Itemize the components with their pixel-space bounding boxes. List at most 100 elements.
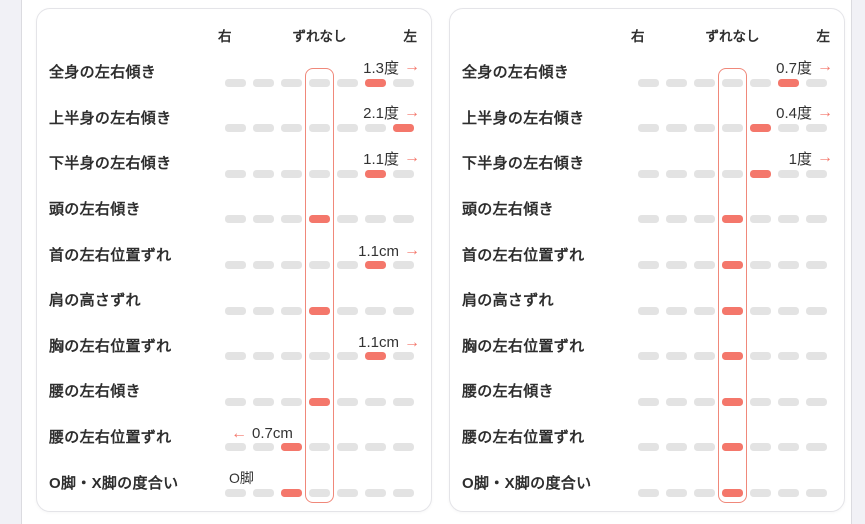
- scale-dash: [309, 488, 330, 497]
- scale-dash: [694, 78, 715, 87]
- measurement-track: [638, 414, 827, 460]
- measurement-row: 胸の左右位置ずれ: [462, 323, 827, 369]
- scale-dash: [806, 397, 827, 406]
- scale-dash: [393, 488, 414, 497]
- deviation-value: 1.1cm: [358, 242, 399, 260]
- measurement-track: 1.1cm →: [225, 323, 420, 369]
- arrow-right-icon: →: [817, 58, 833, 76]
- scale-dash: [365, 443, 386, 452]
- arrow-right-icon: →: [404, 58, 420, 76]
- measurement-label: 下半身の左右傾き: [462, 155, 585, 173]
- measurement-row: 肩の高さずれ: [49, 277, 414, 323]
- scale-dash: [309, 352, 330, 361]
- measurement-rows: 全身の左右傾き 1.3度 → 上半身の左右傾き 2.1度 → 下半身の左右傾き 1.…: [49, 49, 420, 505]
- measurement-label: O脚・X脚の度合い: [49, 474, 179, 492]
- scale-dash: [337, 488, 358, 497]
- measurement-row: 頭の左右傾き: [49, 186, 414, 232]
- scale-header-right: 右: [631, 29, 645, 44]
- scale-dash: [806, 352, 827, 361]
- measurement-track: ← 0.7cm: [225, 414, 414, 460]
- measurement-value: 2.1度 →: [363, 102, 420, 123]
- scale-dash: [337, 443, 358, 452]
- content-area: 右 ずれなし 左 全身の左右傾き 1.3度 → 上半身の左右傾き 2.1度 → 下半…: [21, 0, 852, 524]
- scale-dash: [337, 124, 358, 133]
- scale-dash: [253, 488, 274, 497]
- arrow-right-icon: →: [404, 149, 420, 167]
- scale-dash: [694, 215, 715, 224]
- scale-dash: [750, 397, 771, 406]
- scale-dash: [806, 488, 827, 497]
- scale-header-center: ずれなし: [292, 29, 347, 44]
- measurement-row: 肩の高さずれ: [462, 277, 827, 323]
- scale-dash: [365, 124, 386, 133]
- posture-panel-right: 右 ずれなし 左 全身の左右傾き 0.7度 → 上半身の左右傾き 0.4度 → 下半…: [449, 8, 845, 512]
- scale-dash: [778, 124, 799, 133]
- measurement-row: 全身の左右傾き 1.3度 →: [49, 49, 420, 95]
- deviation-marker: [309, 397, 330, 406]
- scale-dash: [638, 78, 659, 87]
- measurement-row: 首の左右位置ずれ 1.1cm →: [49, 231, 420, 277]
- deviation-scale: [638, 397, 827, 406]
- leg-type-note: O脚: [229, 469, 254, 486]
- value-line: [638, 379, 827, 398]
- scale-dash: [225, 260, 246, 269]
- scale-dash: [309, 78, 330, 87]
- scale-dash: [694, 488, 715, 497]
- deviation-value: 1.3度: [363, 59, 399, 77]
- measurement-label: 胸の左右位置ずれ: [49, 337, 172, 355]
- arrow-right-icon: →: [404, 242, 420, 260]
- deviation-marker: [722, 397, 743, 406]
- measurement-row: O脚・X脚の度合い: [462, 459, 827, 505]
- scale-dash: [281, 397, 302, 406]
- deviation-scale: [638, 260, 827, 269]
- value-line: [225, 288, 414, 307]
- measurement-track: [225, 277, 414, 323]
- measurement-label: 頭の左右傾き: [49, 201, 141, 219]
- measurement-value: 1.1度 →: [363, 148, 420, 169]
- deviation-value: 0.7cm: [252, 425, 293, 443]
- scale-dash: [253, 215, 274, 224]
- measurement-track: [638, 459, 827, 505]
- scale-dash: [365, 215, 386, 224]
- scale-dash: [225, 443, 246, 452]
- scale-dash: [638, 260, 659, 269]
- deviation-scale: [225, 352, 414, 361]
- scale-dash: [638, 443, 659, 452]
- scale-dash: [393, 306, 414, 315]
- scale-dash: [638, 352, 659, 361]
- scale-dash: [281, 169, 302, 178]
- measurement-track: 2.1度 →: [225, 95, 420, 141]
- measurement-track: [225, 368, 414, 414]
- scale-dash: [225, 215, 246, 224]
- value-line: 1.1度 →: [225, 150, 420, 170]
- scale-dash: [309, 260, 330, 269]
- scale-dash: [337, 78, 358, 87]
- measurement-label: 全身の左右傾き: [49, 64, 157, 82]
- measurement-label: 肩の高さずれ: [49, 292, 141, 310]
- deviation-scale: [638, 352, 827, 361]
- posture-panel-left: 右 ずれなし 左 全身の左右傾き 1.3度 → 上半身の左右傾き 2.1度 → 下半…: [36, 8, 432, 512]
- measurement-track: 1.1cm →: [225, 231, 420, 277]
- scale-dash: [722, 78, 743, 87]
- scale-dash: [393, 352, 414, 361]
- scale-dash: [806, 124, 827, 133]
- scale-dash: [393, 78, 414, 87]
- scale-dash: [722, 124, 743, 133]
- deviation-marker: [750, 169, 771, 178]
- measurement-track: 1度 →: [638, 140, 833, 186]
- scale-header-row: 右 ずれなし 左: [462, 9, 830, 49]
- scale-dash: [694, 443, 715, 452]
- scale-dash: [638, 124, 659, 133]
- measurement-row: 上半身の左右傾き 0.4度 →: [462, 95, 833, 141]
- measurement-track: [638, 323, 827, 369]
- deviation-marker: [722, 352, 743, 361]
- deviation-scale: [638, 443, 827, 452]
- measurement-row: O脚・X脚の度合い O脚: [49, 459, 414, 505]
- arrow-left-icon: ←: [231, 424, 247, 442]
- measurement-label: 頭の左右傾き: [462, 201, 554, 219]
- measurement-track: [638, 277, 827, 323]
- scale-dash: [253, 124, 274, 133]
- scale-dash: [666, 215, 687, 224]
- scale-dash: [778, 260, 799, 269]
- scale-dash: [225, 169, 246, 178]
